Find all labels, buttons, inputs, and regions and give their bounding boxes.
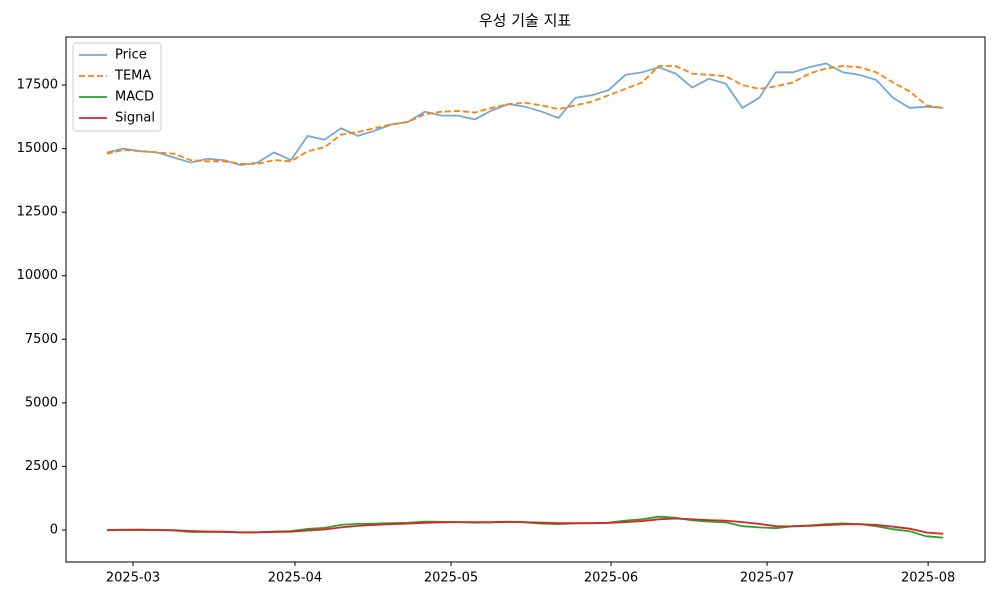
legend-label: Signal: [115, 111, 155, 126]
y-tick-label: 12500: [17, 205, 58, 220]
x-tick-label: 2025-05: [424, 571, 478, 586]
chart-title: 우성 기술 지표: [479, 12, 572, 30]
y-tick-label: 17500: [17, 78, 58, 93]
legend-label: TEMA: [114, 69, 151, 84]
series-line: [106, 65, 944, 165]
legend-label: MACD: [115, 90, 154, 105]
y-tick-label: 7500: [25, 332, 58, 347]
legend-box: [72, 42, 162, 132]
y-tick-label: 10000: [17, 268, 58, 283]
plot-frame: [65, 36, 986, 563]
y-tick-label: 0: [50, 522, 58, 537]
x-tick-label: 2025-07: [740, 571, 794, 586]
x-tick-label: 2025-03: [106, 571, 160, 586]
x-tick-label: 2025-08: [901, 571, 955, 586]
y-tick-label: 2500: [25, 459, 58, 474]
series-line: [106, 517, 944, 535]
series-line: [106, 62, 944, 167]
x-tick-label: 2025-06: [584, 571, 638, 586]
x-tick-label: 2025-04: [268, 571, 322, 586]
legend-label: Price: [115, 48, 147, 63]
y-tick-label: 15000: [17, 141, 58, 156]
y-tick-label: 5000: [25, 395, 58, 410]
series-line: [106, 515, 944, 539]
